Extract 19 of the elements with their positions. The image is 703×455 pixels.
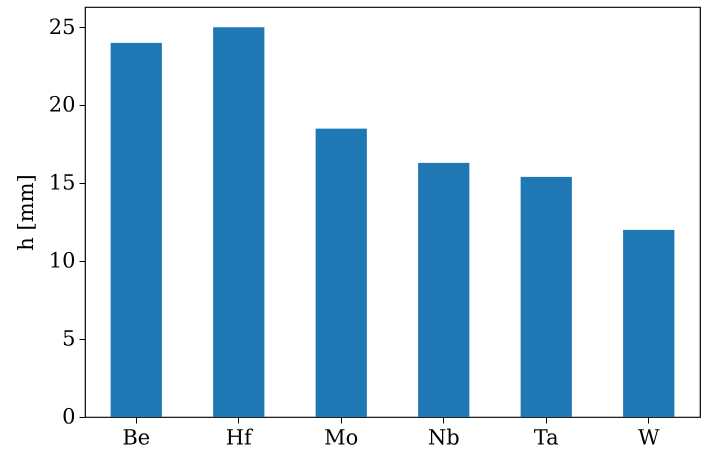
x-tick-label: Hf [226, 426, 254, 450]
bar [623, 230, 674, 417]
y-tick-label: 0 [62, 404, 76, 428]
y-axis-title: h [mm] [14, 174, 38, 251]
x-tick-label: Be [122, 426, 150, 450]
bar [110, 42, 162, 417]
x-tick-label: Ta [534, 426, 559, 450]
x-tick-label: Nb [428, 426, 460, 450]
y-tick-label: 5 [62, 326, 76, 351]
x-tick-label: W [638, 426, 660, 450]
y-tick-label: 25 [48, 14, 76, 39]
y-tick-label: 20 [48, 92, 76, 117]
bar [213, 27, 264, 417]
bar [520, 176, 572, 417]
x-tick-label: Mo [324, 426, 358, 450]
bar [316, 128, 367, 417]
y-tick-label: 15 [48, 170, 76, 195]
y-tick-label: 10 [48, 248, 76, 273]
bar [418, 162, 470, 417]
